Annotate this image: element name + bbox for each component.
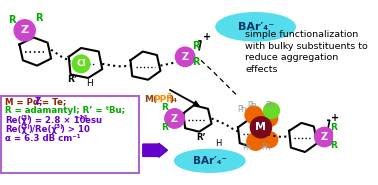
Text: R: R: [330, 123, 337, 132]
Text: ) > 10: ) > 10: [61, 125, 90, 134]
Text: R’: R’: [67, 75, 77, 84]
Text: R: R: [35, 13, 43, 23]
Text: H: H: [87, 79, 93, 88]
Text: +: +: [330, 113, 339, 123]
Text: Ph: Ph: [262, 143, 271, 152]
FancyBboxPatch shape: [1, 96, 139, 173]
Text: (3): (3): [54, 124, 64, 129]
Text: Ph: Ph: [247, 101, 257, 110]
Circle shape: [245, 106, 263, 124]
Text: M = Pd;: M = Pd;: [5, 97, 46, 106]
Text: Z: Z: [21, 25, 29, 35]
Text: Z: Z: [321, 132, 328, 142]
Text: PPh: PPh: [153, 95, 173, 104]
Text: )/Re(χ: )/Re(χ: [28, 125, 57, 134]
Text: R: R: [192, 57, 200, 67]
Text: Z: Z: [171, 114, 178, 124]
Text: (3): (3): [20, 115, 30, 120]
Text: R: R: [330, 141, 337, 150]
Text: +: +: [203, 32, 211, 42]
Text: Z: Z: [181, 52, 189, 62]
Text: α = 6.3 dB cm⁻¹: α = 6.3 dB cm⁻¹: [5, 134, 81, 143]
Circle shape: [262, 111, 278, 126]
Text: R̅: R̅: [192, 41, 200, 51]
Text: R: R: [161, 123, 168, 132]
Text: H: H: [215, 139, 222, 148]
Text: BAr′₄⁻: BAr′₄⁻: [193, 156, 227, 166]
Text: Re(χ: Re(χ: [5, 116, 27, 125]
Text: R’: R’: [196, 132, 206, 142]
Text: ) = 2.8 × 10: ) = 2.8 × 10: [28, 116, 86, 125]
Text: (3): (3): [20, 124, 30, 129]
Ellipse shape: [175, 149, 245, 172]
Text: R: R: [9, 15, 16, 25]
Text: )₄: )₄: [169, 95, 177, 104]
Text: M: M: [256, 122, 266, 132]
Text: Z: Z: [34, 97, 40, 106]
Circle shape: [247, 133, 265, 150]
Text: R = adamantyl; R’ = ᵗBu;: R = adamantyl; R’ = ᵗBu;: [5, 106, 125, 115]
Text: simple functionalization
with bulky substituents to
reduce aggregation
effects: simple functionalization with bulky subs…: [245, 30, 368, 74]
Text: −11: −11: [74, 115, 88, 120]
Circle shape: [262, 132, 278, 148]
Text: Ph: Ph: [238, 105, 247, 114]
FancyArrow shape: [143, 143, 167, 157]
Circle shape: [175, 47, 195, 66]
Circle shape: [250, 117, 271, 138]
Circle shape: [72, 55, 90, 73]
Text: Ph: Ph: [242, 143, 252, 152]
Text: esu: esu: [82, 116, 102, 125]
Text: Cl: Cl: [76, 59, 86, 68]
Circle shape: [263, 103, 279, 119]
Text: = Te;: = Te;: [39, 97, 66, 106]
Ellipse shape: [216, 13, 295, 41]
Circle shape: [165, 109, 184, 128]
Text: M(: M(: [144, 95, 157, 104]
Circle shape: [14, 20, 35, 41]
Text: R: R: [161, 103, 168, 112]
Circle shape: [314, 127, 334, 147]
Text: BAr′₄⁻: BAr′₄⁻: [237, 22, 274, 32]
Text: Ph: Ph: [265, 101, 274, 110]
Text: 3: 3: [167, 93, 172, 100]
Text: Re(χ: Re(χ: [5, 125, 27, 134]
